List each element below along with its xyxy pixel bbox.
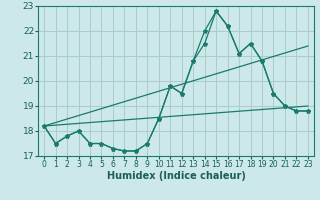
- X-axis label: Humidex (Indice chaleur): Humidex (Indice chaleur): [107, 171, 245, 181]
